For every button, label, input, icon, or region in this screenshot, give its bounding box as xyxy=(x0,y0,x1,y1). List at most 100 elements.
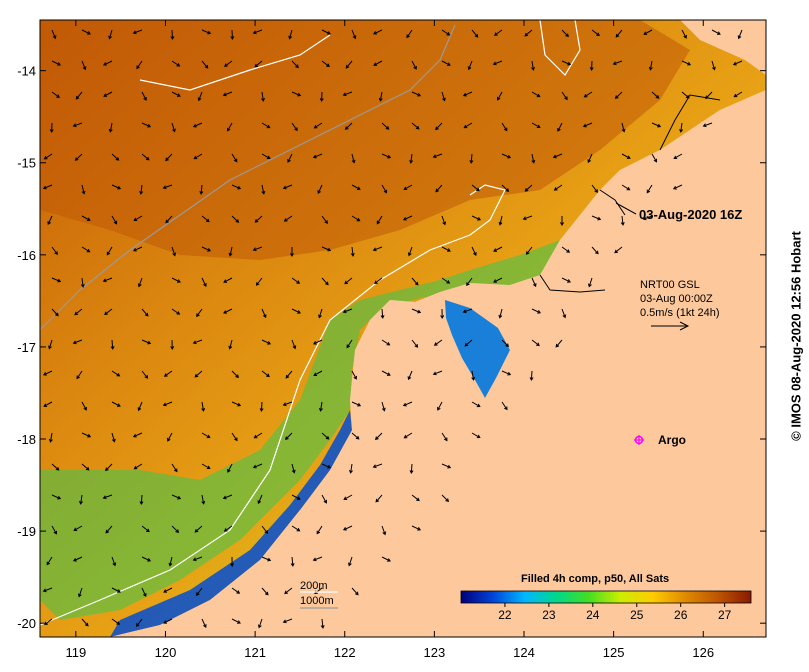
current-arrow xyxy=(681,91,690,99)
current-arrow xyxy=(351,153,356,164)
colorbar-ticks: 22 23 24 25 26 27 xyxy=(498,603,732,622)
current-arrow xyxy=(196,308,203,318)
current-arrow xyxy=(348,556,353,567)
current-arrow xyxy=(282,618,293,624)
current-arrow xyxy=(403,184,413,191)
current-arrow xyxy=(75,91,83,100)
current-arrow xyxy=(167,432,173,442)
current-arrow xyxy=(192,122,203,128)
current-arrow xyxy=(163,370,173,377)
current-arrow xyxy=(231,370,240,379)
current-arrow xyxy=(501,153,512,159)
current-arrow xyxy=(259,401,264,412)
current-arrow xyxy=(77,587,83,598)
current-arrow xyxy=(342,91,353,97)
current-arrow xyxy=(110,339,115,350)
current-arrow xyxy=(291,91,302,97)
current-arrow xyxy=(261,339,272,345)
contour-200m xyxy=(40,184,506,626)
current-arrow xyxy=(441,215,447,226)
current-arrow xyxy=(254,215,263,223)
current-arrow xyxy=(372,246,383,252)
current-arrow xyxy=(441,432,448,442)
current-arrow xyxy=(672,184,683,190)
current-arrow xyxy=(552,153,563,159)
lat-label--16: -16 xyxy=(17,248,36,263)
current-arrow xyxy=(139,184,144,195)
current-info: NRT00 GSL 03-Aug 00:00Z 0.5m/s (1kt 24h) xyxy=(640,278,719,320)
current-arrow xyxy=(111,432,116,443)
lat-label--15: -15 xyxy=(17,156,36,171)
current-arrow xyxy=(108,29,113,40)
current-arrow xyxy=(561,29,569,38)
current-arrow xyxy=(435,184,443,193)
current-arrow xyxy=(501,184,510,192)
current-arrow xyxy=(111,370,121,377)
current-arrow xyxy=(133,463,143,470)
current-arrow xyxy=(471,184,480,192)
current-arrow xyxy=(501,370,512,376)
current-arrow xyxy=(621,184,631,191)
current-arrow xyxy=(375,432,383,441)
current-arrow xyxy=(381,122,390,130)
current-arrow xyxy=(702,122,713,128)
current-arrow xyxy=(103,60,113,66)
current-arrow xyxy=(321,60,330,67)
current-arrow xyxy=(81,60,87,71)
cool-coast xyxy=(110,410,352,637)
current-arrow xyxy=(163,587,173,593)
current-arrow xyxy=(141,370,149,379)
current-info-line3: 0.5m/s (1kt 24h) xyxy=(640,307,720,319)
current-arrow xyxy=(471,401,481,408)
current-arrow xyxy=(81,29,91,35)
current-arrow xyxy=(252,463,263,469)
current-arrow xyxy=(201,215,210,223)
current-arrow xyxy=(411,122,420,130)
current-arrow xyxy=(553,184,563,191)
current-arrow xyxy=(381,370,391,376)
current-arrow xyxy=(711,60,716,71)
current-arrow xyxy=(222,91,233,97)
current-arrow xyxy=(102,277,113,283)
current-arrow xyxy=(462,91,473,97)
colorbar-label-22: 22 xyxy=(498,608,512,622)
current-arrow xyxy=(291,494,301,500)
current-arrow xyxy=(351,215,361,222)
current-arrow xyxy=(201,60,209,69)
lat-label--17: -17 xyxy=(17,340,36,355)
current-arrow xyxy=(321,463,332,469)
current-arrow xyxy=(492,60,503,66)
current-info-line1: NRT00 GSL xyxy=(640,279,700,291)
current-arrow xyxy=(411,60,417,70)
lat-label--14: -14 xyxy=(17,64,36,79)
current-arrow xyxy=(435,122,443,131)
current-arrow xyxy=(351,432,360,440)
current-arrow xyxy=(291,525,301,532)
current-arrow xyxy=(463,122,473,129)
land xyxy=(110,90,766,637)
current-arrow xyxy=(231,215,240,223)
current-arrow xyxy=(51,60,61,66)
current-info-line2: 03-Aug 00:00Z xyxy=(640,293,713,305)
current-arrow xyxy=(343,494,353,500)
current-arrow xyxy=(102,494,113,500)
current-arrow xyxy=(501,339,510,348)
current-arrow xyxy=(349,463,353,474)
current-arrow xyxy=(312,153,323,159)
current-arrow xyxy=(222,494,233,500)
current-arrow xyxy=(80,277,85,288)
coast-islands xyxy=(539,94,721,293)
current-arrow xyxy=(372,463,383,469)
current-arrow xyxy=(320,618,325,629)
current-arrow xyxy=(261,91,265,102)
current-arrow xyxy=(679,122,684,133)
current-arrow xyxy=(381,525,387,536)
current-arrow xyxy=(139,494,144,505)
contour-200m-top xyxy=(139,20,581,91)
current-arrow xyxy=(381,339,391,346)
current-arrow xyxy=(165,215,173,224)
current-arrow xyxy=(43,153,53,160)
current-arrow xyxy=(312,556,323,562)
contour-1000m xyxy=(40,24,456,331)
current-arrow xyxy=(432,370,443,376)
